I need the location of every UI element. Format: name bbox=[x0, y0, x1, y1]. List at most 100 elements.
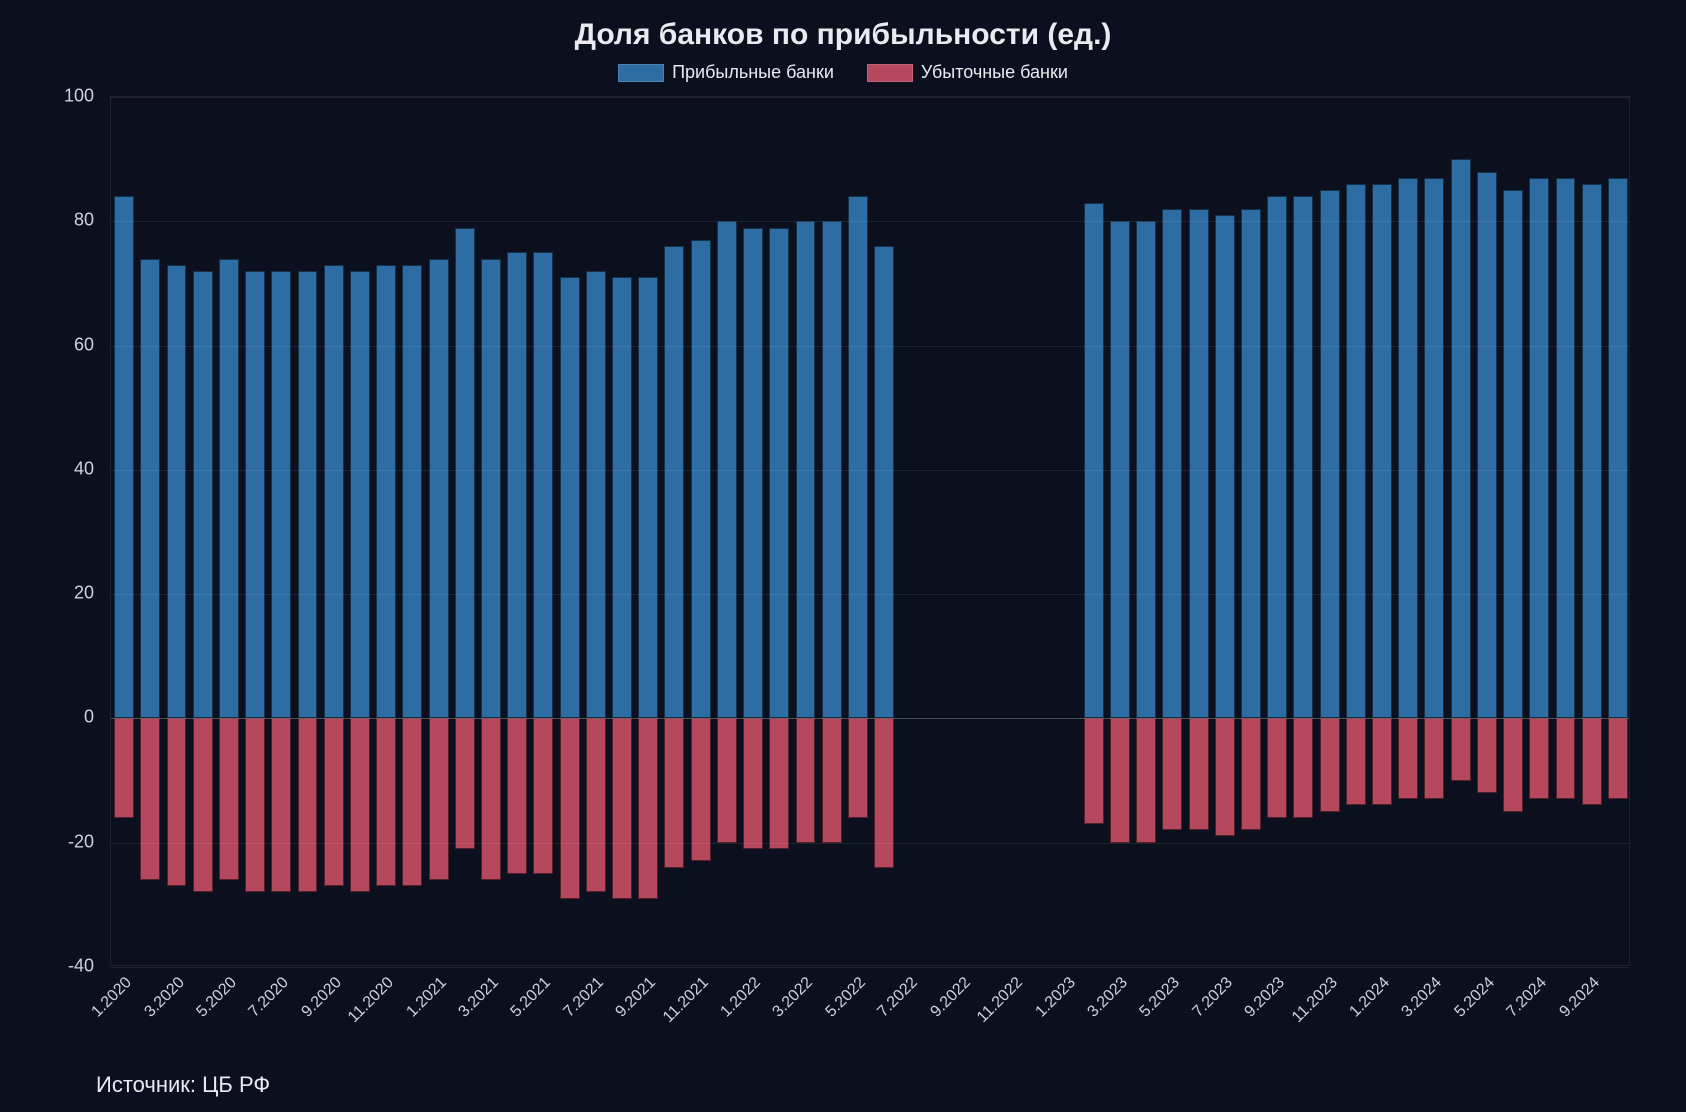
x-tick-label: 5.2024 bbox=[1451, 974, 1498, 1021]
plot-area bbox=[110, 96, 1630, 966]
bar-profit bbox=[1503, 190, 1523, 718]
bar-slot bbox=[1159, 97, 1185, 965]
bar-slot bbox=[1579, 97, 1605, 965]
bar-slot bbox=[1605, 97, 1631, 965]
bar-slot bbox=[635, 97, 661, 965]
bar-loss bbox=[638, 718, 658, 898]
bar-slot bbox=[1238, 97, 1264, 965]
bar-loss bbox=[455, 718, 475, 849]
bar-loss bbox=[1293, 718, 1313, 817]
bar-slot bbox=[1133, 97, 1159, 965]
x-tick-label: 1.2024 bbox=[1346, 974, 1393, 1021]
bar-profit bbox=[114, 196, 134, 718]
x-tick-label: 7.2024 bbox=[1504, 974, 1551, 1021]
bar-slot bbox=[1185, 97, 1211, 965]
bar-slot bbox=[216, 97, 242, 965]
bar-loss bbox=[560, 718, 580, 898]
bar-slot bbox=[425, 97, 451, 965]
bar-profit bbox=[1477, 172, 1497, 719]
y-axis-ticks: -40-20020406080100 bbox=[0, 96, 100, 966]
bar-slot bbox=[137, 97, 163, 965]
bar-profit bbox=[1267, 196, 1287, 718]
bar-profit bbox=[219, 259, 239, 719]
bar-loss bbox=[612, 718, 632, 898]
y-tick-label: -40 bbox=[68, 956, 94, 977]
bar-profit bbox=[140, 259, 160, 719]
bar-slot bbox=[792, 97, 818, 965]
x-tick-label: 1.2020 bbox=[88, 974, 135, 1021]
bar-loss bbox=[743, 718, 763, 849]
x-tick-label: 9.2023 bbox=[1242, 974, 1289, 1021]
x-tick-label: 9.2021 bbox=[613, 974, 660, 1021]
bar-profit bbox=[1320, 190, 1340, 718]
bar-loss bbox=[1582, 718, 1602, 805]
bar-profit bbox=[1608, 178, 1628, 719]
x-tick-label: 7.2022 bbox=[875, 974, 922, 1021]
bar-loss bbox=[1320, 718, 1340, 811]
bar-slot bbox=[1552, 97, 1578, 965]
bar-profit bbox=[350, 271, 370, 718]
bar-loss bbox=[1424, 718, 1444, 799]
y-tick-label: 40 bbox=[74, 458, 94, 479]
bar-profit bbox=[455, 228, 475, 719]
bar-loss bbox=[324, 718, 344, 886]
bar-slot bbox=[530, 97, 556, 965]
gridline bbox=[111, 97, 1629, 98]
bar-slot bbox=[399, 97, 425, 965]
bar-slot bbox=[1264, 97, 1290, 965]
bar-profit bbox=[1372, 184, 1392, 718]
bar-loss bbox=[219, 718, 239, 880]
legend-swatch-profit bbox=[618, 64, 664, 82]
bar-loss bbox=[874, 718, 894, 867]
bar-loss bbox=[271, 718, 291, 892]
x-tick-label: 9.2022 bbox=[927, 974, 974, 1021]
x-tick-label: 9.2024 bbox=[1556, 974, 1603, 1021]
bar-loss bbox=[586, 718, 606, 892]
x-tick-label: 1.2021 bbox=[403, 974, 450, 1021]
bar-slot bbox=[557, 97, 583, 965]
bar-profit bbox=[1189, 209, 1209, 719]
bar-profit bbox=[1424, 178, 1444, 719]
gridline bbox=[111, 346, 1629, 347]
bar-profit bbox=[1529, 178, 1549, 719]
bar-profit bbox=[664, 246, 684, 718]
x-tick-label: 5.2023 bbox=[1137, 974, 1184, 1021]
bar-slot bbox=[583, 97, 609, 965]
bar-slot bbox=[1002, 97, 1028, 965]
bar-loss bbox=[114, 718, 134, 817]
bar-loss bbox=[481, 718, 501, 880]
y-tick-label: 100 bbox=[64, 86, 94, 107]
bar-profit bbox=[1293, 196, 1313, 718]
bar-slot bbox=[714, 97, 740, 965]
bar-slot bbox=[1343, 97, 1369, 965]
bar-slot bbox=[1054, 97, 1080, 965]
bar-slot bbox=[163, 97, 189, 965]
bar-profit bbox=[481, 259, 501, 719]
bar-slot bbox=[766, 97, 792, 965]
bar-profit bbox=[1556, 178, 1576, 719]
bar-profit bbox=[324, 265, 344, 719]
y-tick-label: -20 bbox=[68, 831, 94, 852]
gridline bbox=[111, 843, 1629, 844]
chart-legend: Прибыльные банки Убыточные банки bbox=[0, 62, 1686, 87]
x-tick-label: 7.2023 bbox=[1189, 974, 1236, 1021]
bar-slot bbox=[1395, 97, 1421, 965]
x-tick-label: 11.2021 bbox=[660, 974, 713, 1027]
bar-loss bbox=[848, 718, 868, 817]
bar-profit bbox=[245, 271, 265, 718]
bar-profit bbox=[167, 265, 187, 719]
bar-loss bbox=[507, 718, 527, 873]
bar-loss bbox=[376, 718, 396, 886]
bar-profit bbox=[271, 271, 291, 718]
bar-loss bbox=[1189, 718, 1209, 830]
bar-slot bbox=[845, 97, 871, 965]
x-tick-label: 3.2023 bbox=[1084, 974, 1131, 1021]
x-tick-label: 5.2020 bbox=[193, 974, 240, 1021]
bar-loss bbox=[245, 718, 265, 892]
bar-profit bbox=[691, 240, 711, 719]
legend-swatch-loss bbox=[867, 64, 913, 82]
bar-slot bbox=[923, 97, 949, 965]
bar-loss bbox=[533, 718, 553, 873]
legend-item-profit: Прибыльные банки bbox=[618, 62, 834, 83]
bar-slot bbox=[897, 97, 923, 965]
